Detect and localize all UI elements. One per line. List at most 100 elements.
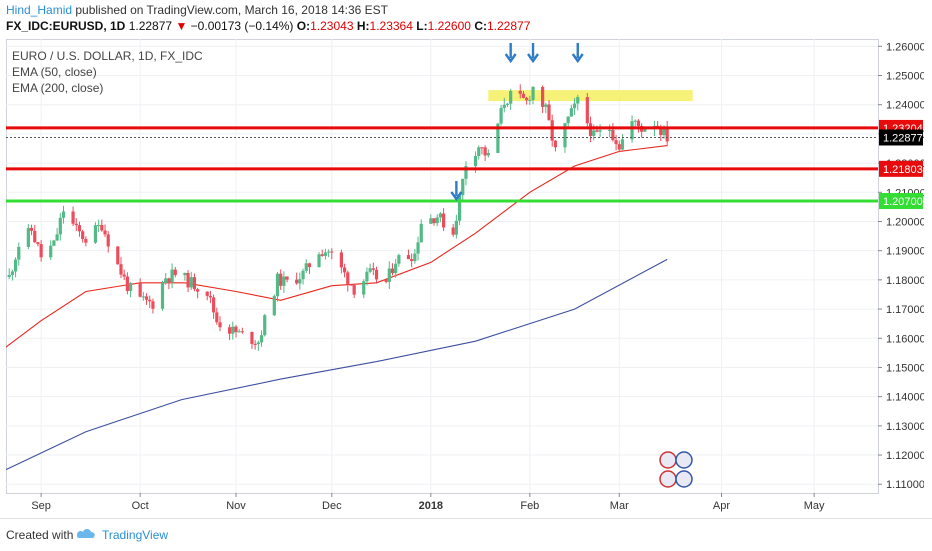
candle-up (55, 234, 59, 241)
candle-down (77, 225, 82, 232)
level-price-box (879, 160, 923, 177)
candle-down (346, 272, 350, 285)
publish-info: Hind_Hamid published on TradingView.com,… (6, 3, 388, 17)
down-arrow-icon (571, 43, 584, 64)
candle-down (148, 299, 152, 302)
events-icon[interactable] (659, 451, 693, 488)
candle-down (611, 129, 615, 141)
candle-down (390, 268, 395, 274)
time-axis[interactable]: Sep Oct Nov Dec 2018 Feb Mar Apr May (6, 493, 878, 512)
price-axis[interactable]: 1.11000 1.12000 1.13000 1.14000 1.15000 1.160… (878, 39, 926, 493)
candle-down (100, 224, 104, 231)
candle-up (327, 251, 331, 253)
candle-up (416, 242, 420, 254)
symbol-label: FX_IDC:EURUSD, 1D (6, 19, 126, 33)
arrow-head (450, 191, 463, 202)
candle-up (643, 128, 647, 132)
candle-down (330, 251, 334, 253)
candle-up (569, 108, 573, 117)
candle-down (521, 93, 526, 98)
candle-down (250, 332, 254, 344)
level-price-label: 1.21803 (883, 164, 923, 176)
candle-up (429, 218, 433, 224)
candle-up (608, 129, 612, 131)
last-price-box (879, 129, 923, 146)
candle-down (81, 231, 85, 239)
tradingview-brand-link[interactable]: TradingView (102, 528, 169, 542)
candle-down (212, 297, 216, 313)
y-tick-label: 1.11000 (886, 479, 924, 491)
candle-up (630, 121, 634, 140)
candle-up (563, 123, 567, 148)
ema50-line (5, 145, 668, 348)
candle-down (279, 273, 283, 286)
candle-up (397, 255, 401, 264)
candle-down (84, 238, 88, 243)
candle-up (10, 271, 14, 275)
candle-down (588, 123, 593, 136)
candle-up (572, 103, 577, 109)
author-link[interactable]: Hind_Hamid (6, 3, 73, 17)
candle-up (544, 104, 548, 107)
candle-up (263, 315, 267, 336)
last-price-label: 1.22877 (883, 132, 923, 144)
candle-down (349, 284, 353, 286)
candle-up (323, 252, 328, 256)
candlesticks (7, 84, 669, 351)
candle-up (231, 326, 235, 334)
candle-down (595, 130, 599, 132)
candle-down (144, 296, 149, 300)
x-tick-label: Nov (226, 500, 246, 512)
low-label: L: (416, 19, 428, 33)
candle-up (387, 268, 391, 282)
candle-up (419, 223, 423, 243)
candle-down (307, 263, 312, 268)
legend-ema50: EMA (50, close) (12, 65, 97, 79)
candle-down (614, 140, 618, 145)
published-text: published on TradingView.com, March 16, … (72, 3, 389, 17)
candle-down (585, 97, 589, 124)
candle-up (183, 272, 187, 276)
candle-down (483, 147, 487, 156)
y-tick-label: 1.25000 (886, 70, 924, 82)
candle-down (374, 269, 379, 280)
candle-down (480, 147, 484, 149)
candle-down (167, 278, 171, 282)
candle-down (227, 327, 232, 334)
candle-down (342, 267, 347, 273)
candle-down (125, 276, 129, 291)
price-change: −0.00173 (−0.14%) (190, 19, 294, 33)
candle-up (26, 227, 30, 247)
candle-up (531, 86, 535, 100)
legend: EURO / U.S. DOLLAR, 1D, FX_IDC EMA (50, … (12, 49, 203, 95)
candle-down (173, 269, 177, 276)
candle-up (256, 342, 260, 345)
candle-up (304, 263, 308, 271)
x-tick-label: Sep (31, 500, 51, 512)
candle-down (119, 264, 123, 275)
chart-area[interactable]: 1.11000 1.12000 1.13000 1.14000 1.15000 1.160… (5, 39, 926, 514)
candle-down (71, 211, 75, 224)
candle-up (365, 271, 369, 282)
price-chart[interactable]: 1.11000 1.12000 1.13000 1.14000 1.15000 1.160… (5, 39, 926, 514)
candle-up (499, 107, 503, 124)
candle-down (371, 268, 375, 270)
candle-up (461, 178, 465, 196)
candle-down (39, 244, 43, 258)
ema-polyline (5, 258, 668, 471)
candle-down (553, 140, 557, 148)
candle-up (160, 282, 165, 309)
arrow-head (504, 53, 517, 64)
open-value: 1.23043 (310, 19, 354, 33)
candle-up (282, 276, 286, 286)
candle-down (320, 254, 324, 256)
candle-down (550, 120, 554, 141)
tradingview-logo-icon[interactable] (76, 527, 96, 541)
candle-down (541, 86, 545, 107)
close-value: 1.22877 (486, 19, 531, 33)
candle-down (659, 128, 663, 136)
horizontal-levels[interactable] (6, 126, 878, 203)
candle-down (192, 277, 197, 290)
candle-down (441, 213, 446, 228)
x-tick-label: Dec (322, 500, 342, 512)
